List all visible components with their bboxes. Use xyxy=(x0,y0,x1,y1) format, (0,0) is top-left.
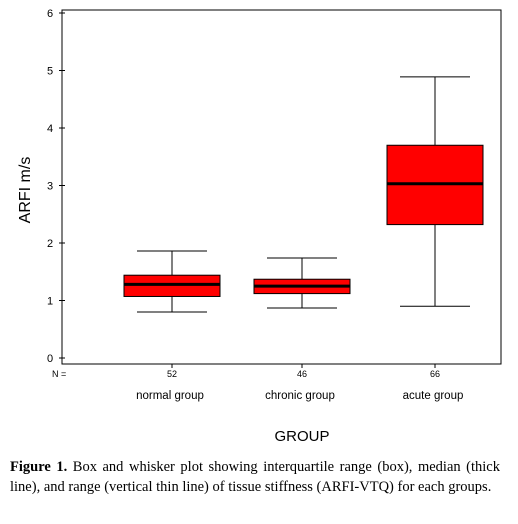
y-tick-label: 6 xyxy=(47,8,53,20)
n-value: 66 xyxy=(430,369,440,379)
n-value: 46 xyxy=(297,369,307,379)
category-label: acute group xyxy=(403,390,464,402)
y-tick-label: 1 xyxy=(47,296,53,308)
x-axis-labels: 52 normal group 46 chronic group 66 acute gro… xyxy=(136,364,463,402)
x-axis-label: GROUP xyxy=(274,428,329,445)
boxes xyxy=(123,76,484,313)
plot-border xyxy=(61,9,502,365)
category-label: chronic group xyxy=(265,390,335,402)
y-axis-label: ARFI m/s xyxy=(17,157,34,224)
y-tick-label: 3 xyxy=(47,181,53,193)
figure-caption: Figure 1. Box and whisker plot showing i… xyxy=(10,457,500,497)
y-tick-label: 2 xyxy=(47,238,53,250)
caption-label: Figure 1. xyxy=(10,459,68,475)
box-3 xyxy=(386,76,484,307)
y-tick-label: 0 xyxy=(47,353,53,365)
plot-frame xyxy=(61,9,502,365)
y-tick-label: 4 xyxy=(47,123,53,135)
box-2 xyxy=(253,257,351,309)
n-value: 52 xyxy=(167,369,177,379)
y-tick-label: 5 xyxy=(47,66,53,78)
category-label: normal group xyxy=(136,390,204,402)
box-plot-chart: 0 1 2 3 4 5 6 52 normal group 46 chronic group 66 a… xyxy=(17,8,502,445)
y-axis-ticks: 0 1 2 3 4 5 6 xyxy=(47,8,65,365)
box-1 xyxy=(123,250,221,313)
n-label: N = xyxy=(52,369,66,379)
caption-text: Box and whisker plot showing interquarti… xyxy=(10,459,500,495)
